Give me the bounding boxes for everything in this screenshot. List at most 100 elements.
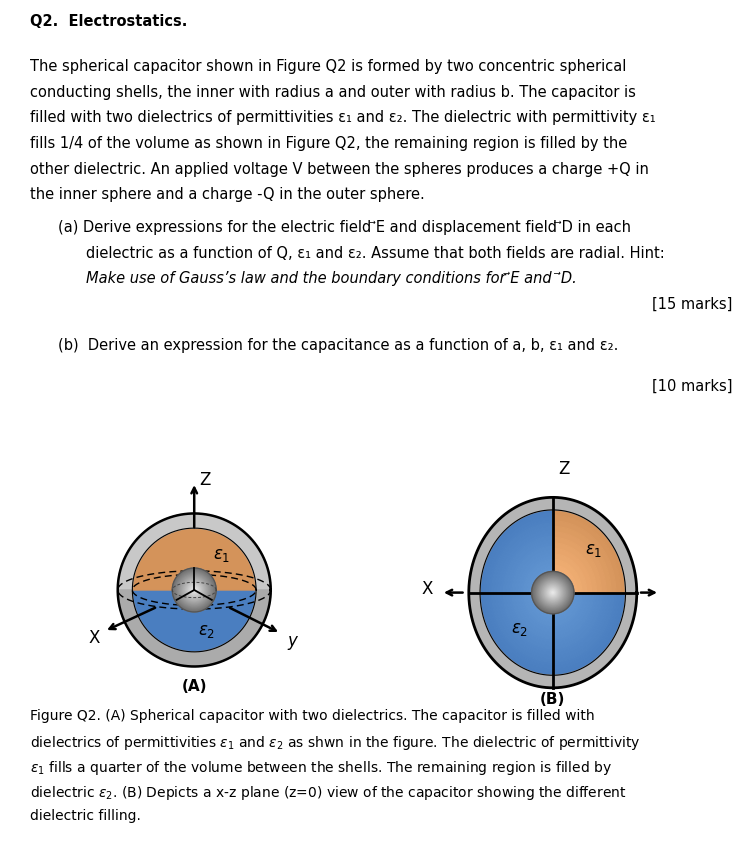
Polygon shape <box>553 560 582 592</box>
Polygon shape <box>539 576 567 609</box>
Polygon shape <box>539 579 567 607</box>
Polygon shape <box>545 585 561 601</box>
Polygon shape <box>550 589 556 596</box>
Polygon shape <box>521 556 585 629</box>
Text: $\varepsilon_2$: $\varepsilon_2$ <box>197 623 215 641</box>
Polygon shape <box>536 576 570 610</box>
Polygon shape <box>512 546 594 639</box>
Text: y: y <box>287 632 297 650</box>
Polygon shape <box>483 513 622 672</box>
Polygon shape <box>551 591 554 594</box>
Polygon shape <box>183 579 205 602</box>
Polygon shape <box>178 573 211 607</box>
Polygon shape <box>489 520 617 666</box>
Polygon shape <box>549 589 557 597</box>
Text: (A): (A) <box>182 679 207 694</box>
Polygon shape <box>553 554 586 592</box>
Polygon shape <box>534 574 571 611</box>
Polygon shape <box>509 543 596 642</box>
Polygon shape <box>182 577 207 603</box>
Polygon shape <box>553 543 596 592</box>
Text: dielectric filling.: dielectric filling. <box>30 808 140 823</box>
Polygon shape <box>498 530 608 655</box>
Polygon shape <box>553 510 625 592</box>
Polygon shape <box>545 585 560 600</box>
Polygon shape <box>535 575 571 610</box>
Polygon shape <box>176 571 213 609</box>
Polygon shape <box>503 536 602 649</box>
Polygon shape <box>132 528 256 590</box>
Polygon shape <box>553 565 577 592</box>
Polygon shape <box>118 513 270 666</box>
Polygon shape <box>524 560 582 626</box>
Polygon shape <box>187 583 202 597</box>
Polygon shape <box>177 573 211 608</box>
Polygon shape <box>536 573 570 612</box>
Polygon shape <box>518 553 588 632</box>
Text: $\varepsilon_2$: $\varepsilon_2$ <box>511 620 528 638</box>
Text: Make use of Gauss’s law and the boundary conditions for ⃗E and  ⃗D.: Make use of Gauss’s law and the boundary… <box>86 271 577 286</box>
Text: (B): (B) <box>540 692 565 707</box>
Polygon shape <box>179 574 210 606</box>
Text: dielectric as a function of Q, ε₁ and ε₂. Assume that both fields are radial. Hi: dielectric as a function of Q, ε₁ and ε₂… <box>86 245 665 261</box>
Polygon shape <box>185 581 203 598</box>
Polygon shape <box>492 523 614 662</box>
Text: fills 1/4 of the volume as shown in Figure Q2, the remaining region is filled by: fills 1/4 of the volume as shown in Figu… <box>30 136 627 151</box>
Polygon shape <box>547 586 559 598</box>
Polygon shape <box>541 579 565 606</box>
Text: Figure Q2. (A) Spherical capacitor with two dielectrics. The capacitor is filled: Figure Q2. (A) Spherical capacitor with … <box>30 709 595 723</box>
Polygon shape <box>537 577 568 608</box>
Polygon shape <box>191 587 197 592</box>
Polygon shape <box>548 587 558 598</box>
Polygon shape <box>544 583 562 603</box>
Polygon shape <box>553 510 625 592</box>
Polygon shape <box>536 576 569 609</box>
Polygon shape <box>469 498 636 688</box>
Polygon shape <box>506 540 599 646</box>
Polygon shape <box>553 516 621 592</box>
Polygon shape <box>515 549 591 635</box>
Text: (a) Derive expressions for the electric field ⃗E and displacement field ⃗D in ea: (a) Derive expressions for the electric … <box>58 220 631 235</box>
Polygon shape <box>182 578 206 603</box>
Polygon shape <box>174 569 214 610</box>
Text: dielectric $\varepsilon_2$. (B) Depicts a x-z plane (z=0) view of the capacitor : dielectric $\varepsilon_2$. (B) Depicts … <box>30 784 627 802</box>
Polygon shape <box>533 573 572 612</box>
Polygon shape <box>190 586 198 593</box>
Polygon shape <box>173 569 215 611</box>
Polygon shape <box>532 572 574 614</box>
Polygon shape <box>540 580 565 605</box>
Polygon shape <box>173 568 216 612</box>
Polygon shape <box>500 533 605 652</box>
Polygon shape <box>553 521 616 592</box>
Polygon shape <box>546 585 560 599</box>
Text: the inner sphere and a charge -Q in the outer sphere.: the inner sphere and a charge -Q in the … <box>30 187 424 202</box>
Polygon shape <box>187 584 201 597</box>
Polygon shape <box>175 570 214 610</box>
Polygon shape <box>118 513 270 590</box>
Polygon shape <box>132 528 256 652</box>
Polygon shape <box>553 576 567 592</box>
Polygon shape <box>190 585 199 594</box>
Polygon shape <box>551 592 554 594</box>
Polygon shape <box>480 510 625 675</box>
Polygon shape <box>553 526 611 592</box>
Text: $\varepsilon_1$: $\varepsilon_1$ <box>214 547 231 564</box>
Text: other dielectric. An applied voltage V between the spheres produces a charge +Q : other dielectric. An applied voltage V b… <box>30 162 648 177</box>
Polygon shape <box>495 526 611 659</box>
Polygon shape <box>181 576 208 604</box>
Polygon shape <box>185 580 204 599</box>
Text: The spherical capacitor shown in Figure Q2 is formed by two concentric spherical: The spherical capacitor shown in Figure … <box>30 59 626 74</box>
Text: X: X <box>89 629 100 647</box>
Polygon shape <box>530 567 576 619</box>
Polygon shape <box>553 537 601 592</box>
Polygon shape <box>533 569 573 616</box>
Polygon shape <box>180 575 208 604</box>
Text: Z: Z <box>558 460 569 478</box>
Polygon shape <box>553 532 606 592</box>
Polygon shape <box>547 586 559 599</box>
Polygon shape <box>541 580 565 604</box>
Text: $\varepsilon_1$: $\varepsilon_1$ <box>585 541 603 559</box>
Polygon shape <box>543 583 562 603</box>
Polygon shape <box>550 589 556 596</box>
Polygon shape <box>539 579 566 606</box>
